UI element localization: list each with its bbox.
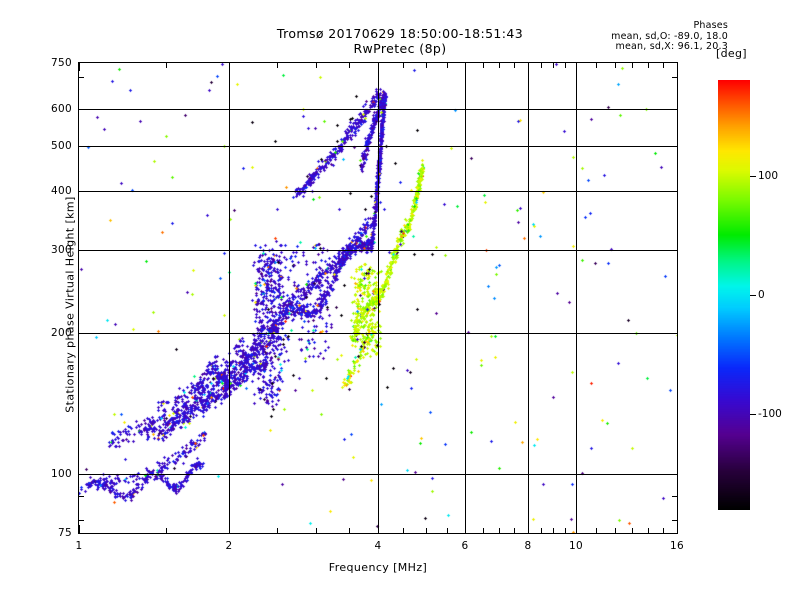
- title-line-1: Tromsø 20170629 18:50:00-18:51:43: [276, 26, 524, 41]
- stats-x-mode: mean, sd,X: 96.1, 20.3: [615, 41, 728, 52]
- gridline-vertical: [465, 63, 466, 533]
- gridline-vertical: [528, 63, 529, 533]
- colorbar-tick-label: 100: [758, 170, 779, 182]
- x-tick-label: 16: [670, 540, 684, 552]
- colorbar: 100 0 -100: [718, 80, 782, 510]
- colorbar-gradient: [718, 80, 750, 510]
- colorbar-tick-label: -100: [758, 408, 782, 420]
- y-tick-label: 100: [51, 468, 72, 480]
- colorbar-tick-label: 0: [758, 289, 765, 301]
- y-tick-label: 500: [51, 140, 72, 152]
- x-tick-label: 2: [225, 540, 233, 552]
- x-tick-label: 8: [524, 540, 532, 552]
- x-tick-label: 6: [461, 540, 469, 552]
- title-line-2: RwPretec (8p): [353, 41, 447, 56]
- colorbar-tick: [750, 176, 756, 177]
- gridline-vertical: [229, 63, 230, 533]
- x-tick-label: 1: [75, 540, 83, 552]
- colorbar-tick: [750, 414, 756, 415]
- stats-header: Phases: [693, 20, 728, 31]
- phase-statistics: Phases mean, sd,O: -89.0, 18.0 mean, sd,…: [611, 20, 728, 53]
- colorbar-tick: [750, 295, 756, 296]
- stats-o-mode: mean, sd,O: -89.0, 18.0: [611, 30, 728, 42]
- x-axis-title: Frequency [MHz]: [328, 561, 428, 574]
- x-tick-label: 4: [374, 540, 382, 552]
- y-tick-label: 75: [58, 527, 72, 539]
- gridline-vertical: [576, 63, 577, 533]
- y-tick-label: 600: [51, 103, 72, 115]
- colorbar-frame: [718, 80, 750, 510]
- x-tick-label: 10: [569, 540, 583, 552]
- gridline-vertical: [378, 63, 379, 533]
- y-axis-title: Stationary phase Virtual Height [km]: [63, 196, 77, 413]
- chart-title: Tromsø 20170629 18:50:00-18:51:43 RwPret…: [0, 26, 800, 56]
- plot-area: [78, 62, 678, 534]
- y-tick-label: 750: [51, 57, 72, 69]
- colorbar-unit-label: [deg]: [716, 47, 747, 60]
